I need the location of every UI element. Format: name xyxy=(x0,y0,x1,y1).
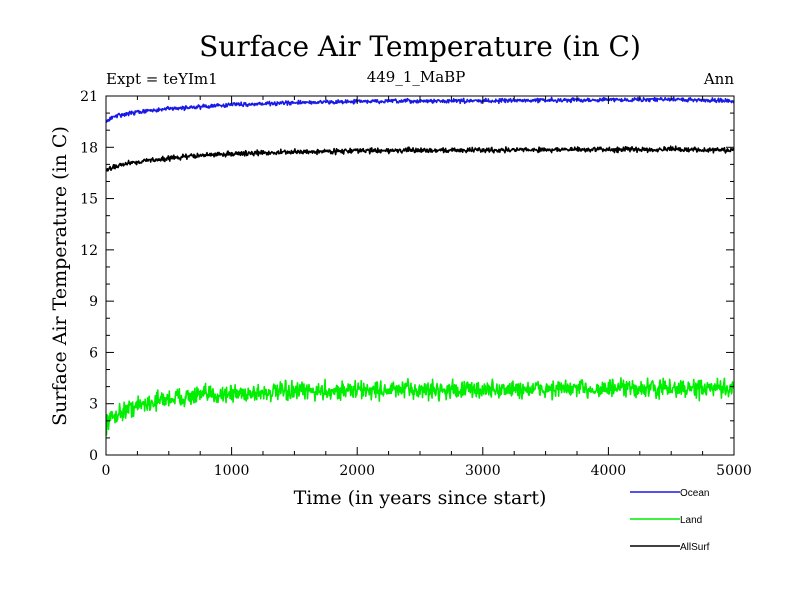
legend-label-allsurf: AllSurf xyxy=(680,542,710,553)
x-tick-label: 3000 xyxy=(465,463,501,479)
y-tick-label: 21 xyxy=(80,89,98,105)
experiment-label: Expt = teYIm1 xyxy=(106,70,218,88)
y-tick-label: 18 xyxy=(80,140,98,156)
x-tick-label: 4000 xyxy=(591,463,627,479)
y-tick-label: 0 xyxy=(89,448,98,464)
x-tick-label: 1000 xyxy=(214,463,250,479)
x-axis-label: Time (in years since start) xyxy=(294,487,547,509)
series-layer xyxy=(106,96,734,436)
legend-label-land: Land xyxy=(680,515,702,526)
period-label: 449_1_MaBP xyxy=(367,68,466,86)
x-tick-label: 2000 xyxy=(339,463,375,479)
series-line-allsurf xyxy=(106,145,734,172)
axes-layer: 0 1000 2000 3000 4000 5000 0 3 6 9 12 15 18 21 xyxy=(80,89,752,479)
x-tick-label: 0 xyxy=(102,463,111,479)
series-line-ocean xyxy=(106,96,734,123)
y-axis-label: Surface Air Temperature (in C) xyxy=(49,126,71,426)
series-line-land xyxy=(106,377,734,436)
legend-label-ocean: Ocean xyxy=(680,488,709,499)
season-label: Ann xyxy=(703,70,734,88)
y-tick-label: 6 xyxy=(89,345,98,361)
legend: Ocean Land AllSurf xyxy=(630,488,710,553)
y-tick-label: 12 xyxy=(80,243,98,259)
x-tick-label: 5000 xyxy=(716,463,752,479)
chart-title: Surface Air Temperature (in C) xyxy=(199,30,641,63)
y-tick-label: 3 xyxy=(89,397,98,413)
y-tick-label: 15 xyxy=(80,192,98,208)
y-tick-label: 9 xyxy=(89,294,98,310)
